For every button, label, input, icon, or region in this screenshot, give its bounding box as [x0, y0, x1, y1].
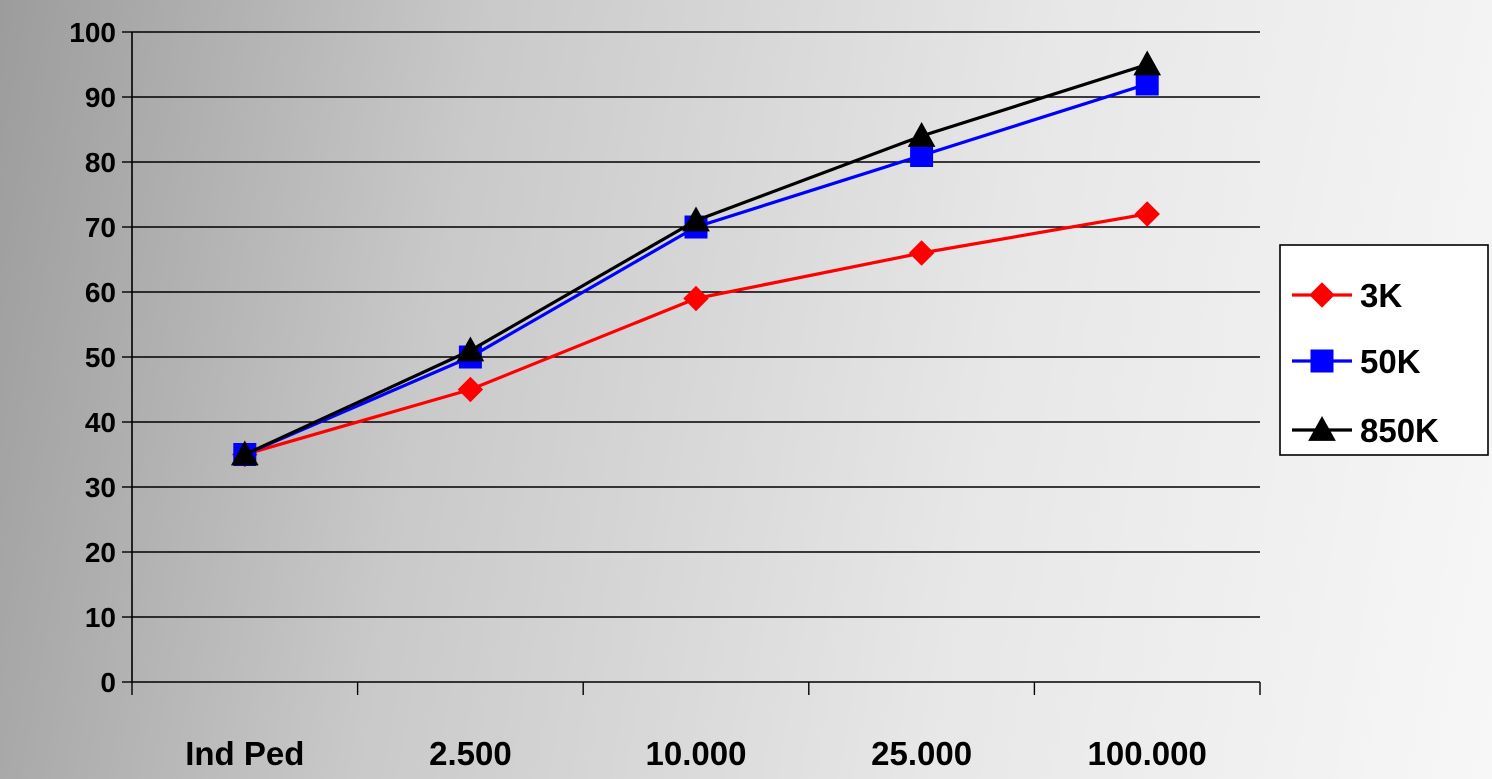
y-tick-label-10: 10: [85, 602, 116, 633]
y-tick-label-90: 90: [85, 82, 116, 113]
x-tick-label-10-000: 10.000: [646, 735, 747, 772]
x-tick-label-25-000: 25.000: [871, 735, 972, 772]
point-850k-25-000: [907, 121, 936, 147]
x-tick-label-100-000: 100.000: [1088, 735, 1207, 772]
point-3k-25-000: [908, 240, 935, 266]
y-tick-label-60: 60: [85, 277, 116, 308]
y-tick-label-70: 70: [85, 212, 116, 243]
legend-item-850k: 850K: [1292, 412, 1439, 449]
series-line-3k: [244, 212, 1148, 457]
y-tick-label-50: 50: [85, 342, 116, 373]
y-tick-label-30: 30: [85, 472, 116, 503]
y-tick-label-20: 20: [85, 537, 116, 568]
series-lines: [230, 50, 1162, 468]
point-50k-100-000: [1135, 72, 1159, 96]
point-3k-2-500: [457, 376, 484, 403]
y-tick-labels: 0 10 20 30 40 50 60 70 80 90 100: [69, 17, 116, 698]
axes: [122, 31, 1261, 695]
legend-item-3k: 3K: [1292, 277, 1402, 314]
x-tick-label-2-500: 2.500: [429, 735, 512, 772]
y-tick-label-80: 80: [85, 147, 116, 178]
legend-marker-850k: [1308, 415, 1336, 441]
point-850k-100-000: [1133, 50, 1162, 76]
legend-label-50k: 50K: [1360, 343, 1421, 380]
y-tick-label-0: 0: [100, 667, 116, 698]
y-tick-label-40: 40: [85, 407, 116, 438]
legend-label-3k: 3K: [1360, 277, 1402, 314]
point-850k-ind-ped: [230, 440, 259, 466]
legend-item-50k: 50K: [1292, 343, 1421, 380]
gridlines: [132, 31, 1260, 618]
point-850k-2-500: [456, 336, 485, 362]
point-850k-10-000: [682, 206, 710, 232]
legend: 3K 50K 850K: [1279, 244, 1489, 456]
x-tick-label-ind-ped: Ind Ped: [185, 735, 304, 772]
legend-marker-3k: [1309, 282, 1335, 308]
series-3k: [232, 201, 1160, 468]
legend-label-850k: 850K: [1360, 412, 1439, 449]
point-50k-25-000: [910, 144, 934, 167]
legend-marker-50k: [1310, 349, 1334, 373]
series-50k: [233, 72, 1159, 466]
series-line-50k: [244, 82, 1148, 456]
point-3k-100-000: [1134, 201, 1160, 227]
series-850k: [230, 50, 1162, 466]
point-3k-10-000: [683, 285, 709, 312]
y-tick-label-100: 100: [69, 17, 116, 48]
x-tick-labels: Ind Ped 2.500 10.000 25.000 100.000: [185, 735, 1207, 772]
